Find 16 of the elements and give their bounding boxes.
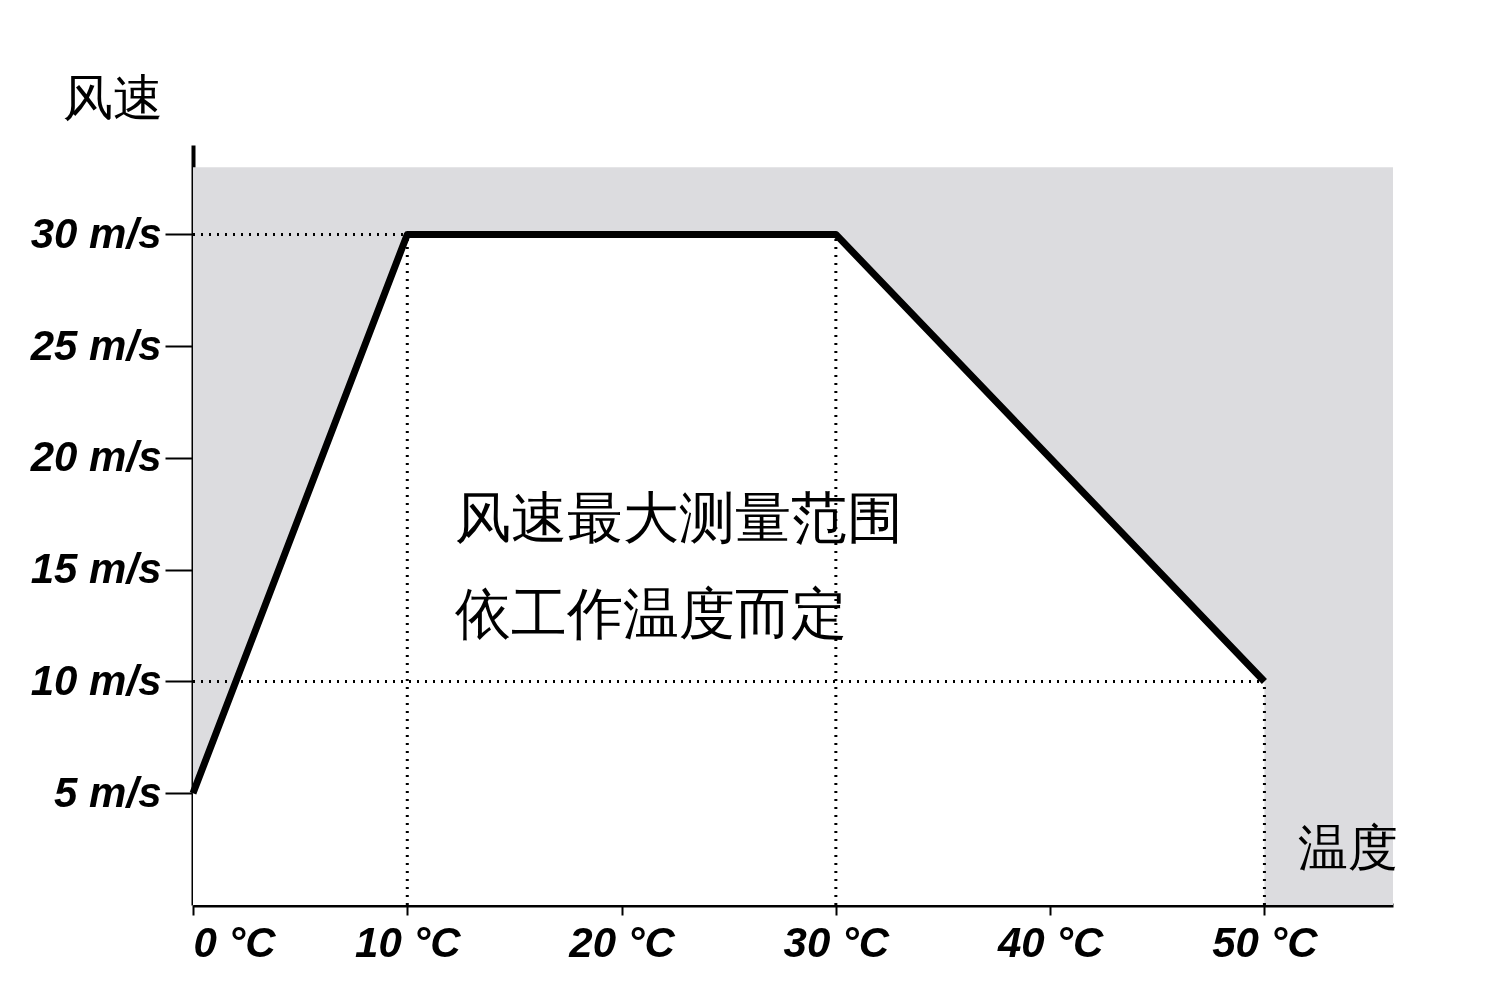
annotation: 风速最大测量范围 — [455, 486, 903, 549]
x-tick-label: 10 °C — [355, 918, 462, 966]
x-tick-label: 30 °C — [783, 918, 890, 966]
y-tick-label: 30 m/s — [30, 209, 162, 257]
x-tick-label: 40 °C — [996, 918, 1105, 966]
y-tick-label: 25 m/s — [29, 321, 162, 369]
x-axis-title: 温度 — [1298, 820, 1398, 876]
x-tick-label: 0 °C — [193, 918, 277, 966]
y-axis-title: 风速 — [63, 70, 163, 126]
y-tick-label: 15 m/s — [30, 545, 162, 593]
y-tick-label: 20 m/s — [29, 433, 162, 481]
y-tick-label: 10 m/s — [30, 656, 162, 704]
x-tick-label: 50 °C — [1212, 918, 1319, 966]
x-tick-label: 20 °C — [568, 918, 676, 966]
y-tick-label: 5 m/s — [54, 768, 162, 816]
annotation: 依工作温度而定 — [455, 582, 847, 645]
